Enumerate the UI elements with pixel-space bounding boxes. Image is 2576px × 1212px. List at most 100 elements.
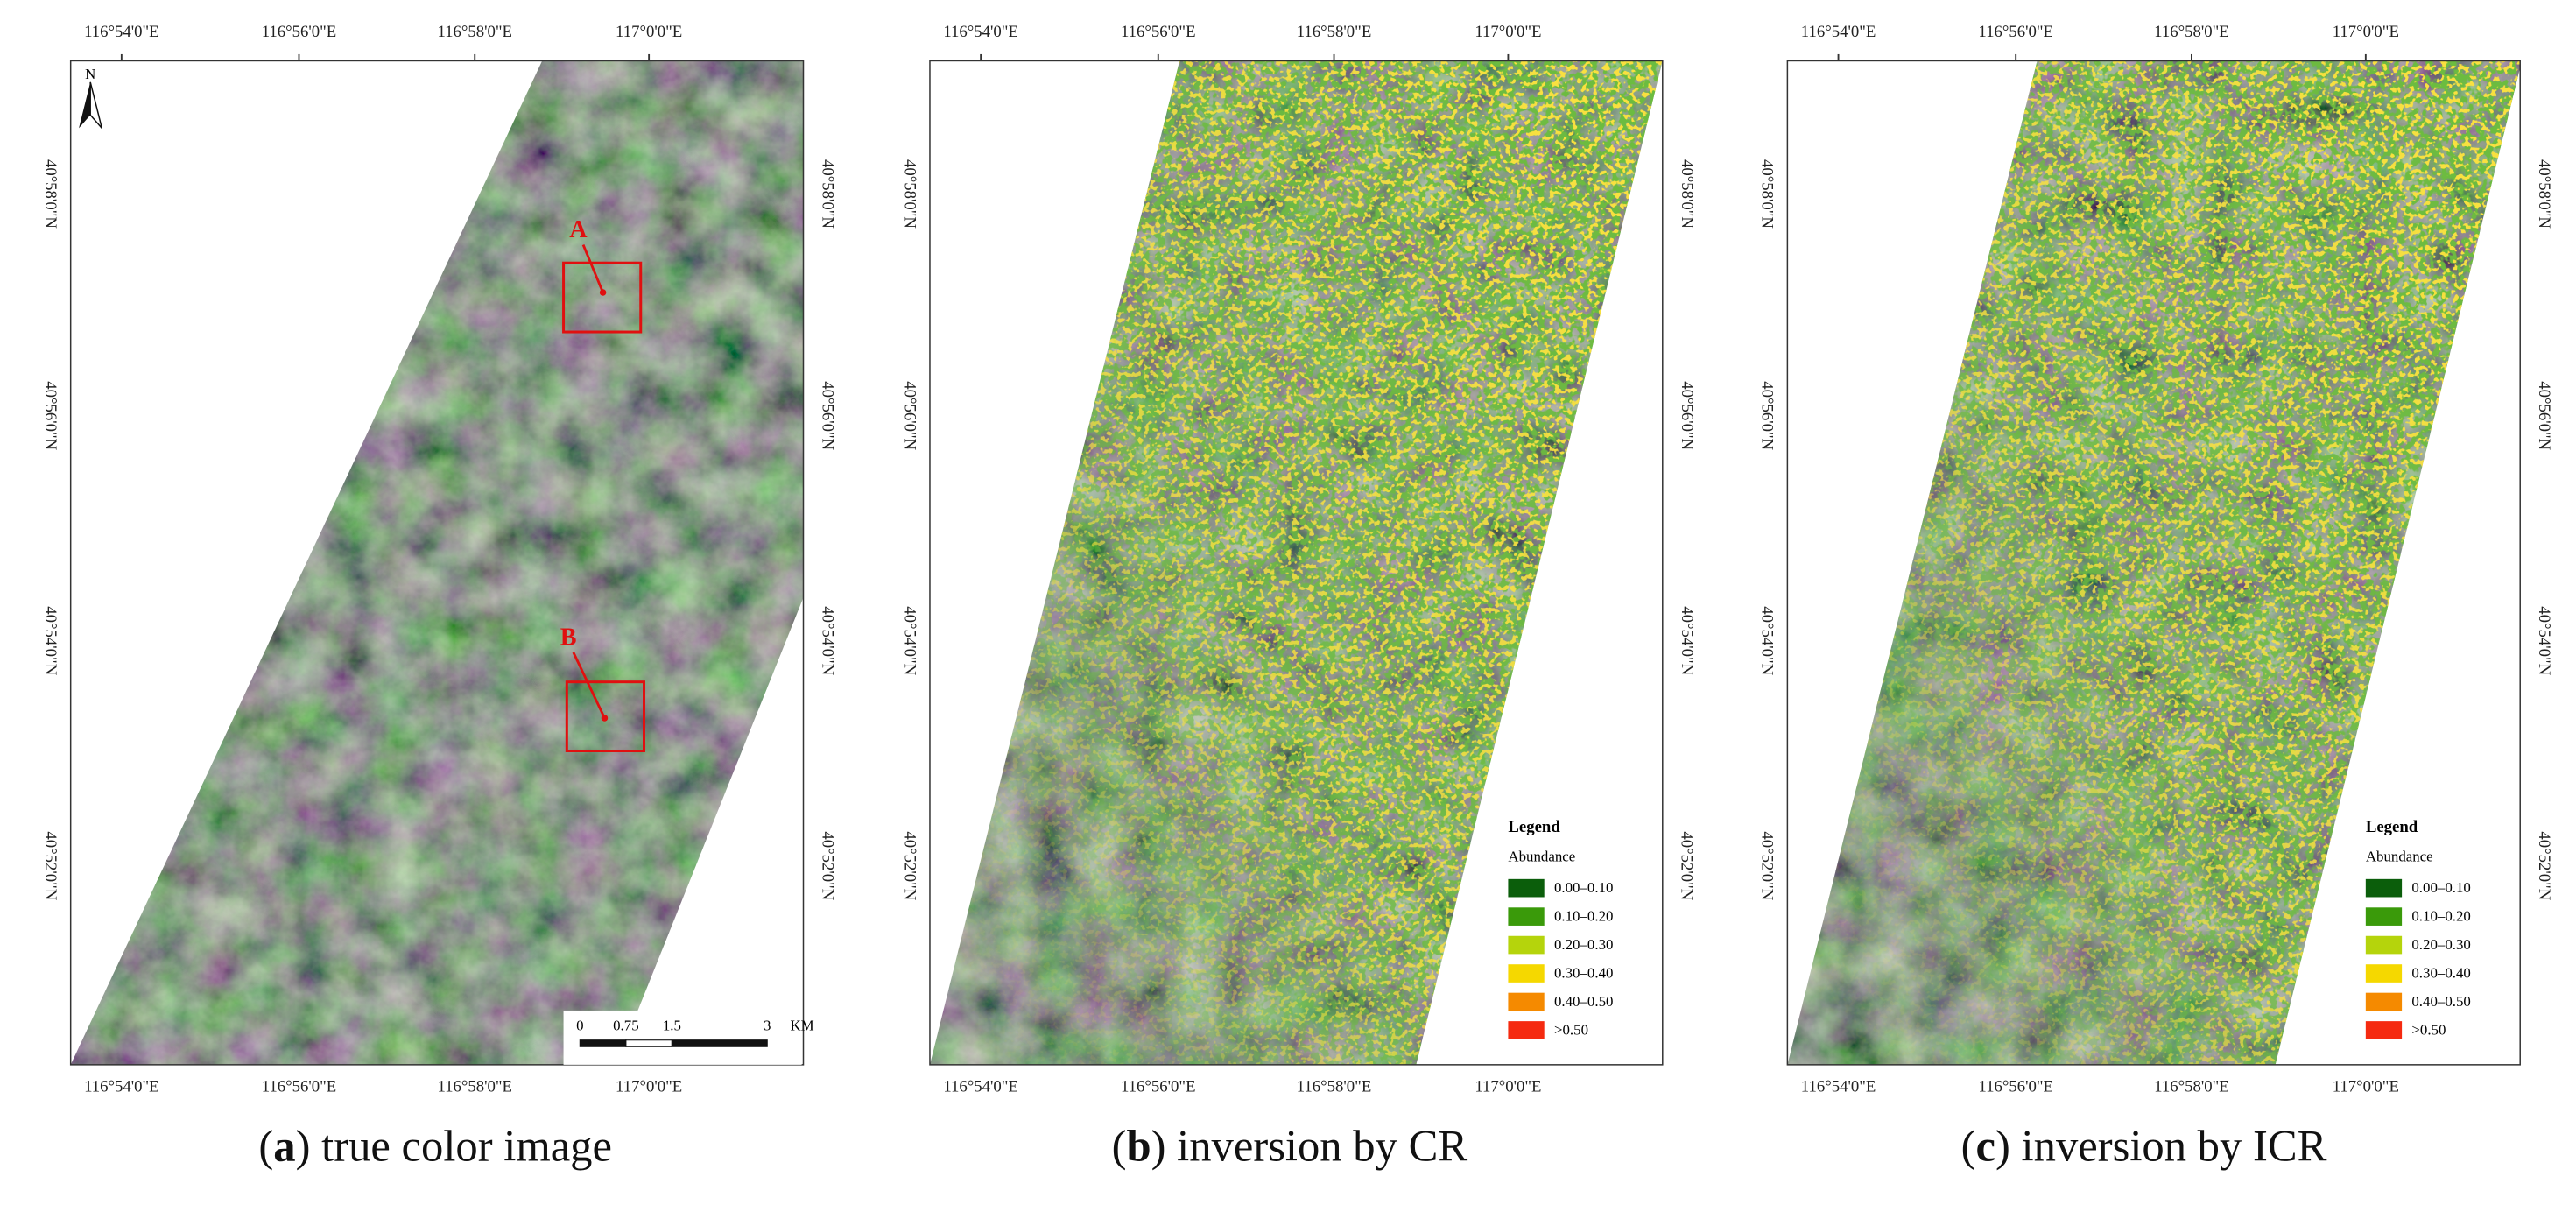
legend-label: >0.50 xyxy=(1554,1021,1588,1038)
map-image xyxy=(929,60,1663,1065)
caption-letter: b xyxy=(1126,1121,1151,1170)
top-tick-label: 116°56'0"E xyxy=(1121,23,1196,41)
region-label: B xyxy=(560,624,577,651)
legend-label: 0.30–0.40 xyxy=(1554,964,1614,981)
legend-swatch xyxy=(2365,907,2403,926)
caption-text: ) inversion by ICR xyxy=(1995,1121,2327,1170)
legend-label: 0.10–0.20 xyxy=(1554,907,1614,924)
region-label: A xyxy=(569,216,588,243)
scalebar-bg xyxy=(563,1010,802,1065)
left-tick-label: 40°56'0"N xyxy=(1758,381,1777,450)
scalebar-label: 0.75 xyxy=(613,1018,639,1034)
bottom-tick-label: 117°0'0"E xyxy=(616,1077,682,1096)
legend-label: 0.10–0.20 xyxy=(2411,907,2471,924)
scalebar-label: 1.5 xyxy=(663,1018,681,1034)
legend-label: 0.00–0.10 xyxy=(2411,879,2471,896)
map-frame xyxy=(1786,60,2521,1066)
left-tick-label: 40°54'0"N xyxy=(900,606,918,675)
north-arrow xyxy=(79,81,91,129)
scalebar-label: KM xyxy=(790,1018,813,1034)
scalebar-segment xyxy=(579,1039,627,1047)
right-tick-label: 40°56'0"N xyxy=(1678,381,1696,450)
north-label: N xyxy=(85,66,95,82)
panel-caption: (c) inversion by ICR xyxy=(1961,1121,2327,1170)
legend-label: 0.30–0.40 xyxy=(2411,964,2471,981)
caption-letter: c xyxy=(1976,1121,1995,1170)
bottom-tick-label: 117°0'0"E xyxy=(1475,1077,1541,1096)
bottom-tick-label: 116°56'0"E xyxy=(262,1077,337,1096)
region-pointer xyxy=(581,244,604,293)
region-point xyxy=(599,289,607,296)
caption-open: ( xyxy=(1112,1121,1127,1170)
legend-swatch xyxy=(1508,907,1545,926)
top-tick-label: 116°58'0"E xyxy=(2154,23,2229,41)
legend-label: 0.00–0.10 xyxy=(1554,879,1614,896)
right-tick-label: 40°54'0"N xyxy=(1678,606,1696,675)
legend-swatch xyxy=(2365,1021,2403,1039)
panel-caption: (a) true color image xyxy=(258,1121,612,1170)
left-tick-label: 40°52'0"N xyxy=(900,831,918,900)
left-tick-label: 40°54'0"N xyxy=(1758,606,1777,675)
map-panel: 116°54'0"E 116°54'0"E 116°56'0"E 116°56'0"E… xyxy=(900,23,1695,1096)
bottom-tick-label: 116°56'0"E xyxy=(1121,1077,1196,1096)
legend-swatch xyxy=(1508,935,1545,955)
scalebar-label: 3 xyxy=(764,1018,771,1034)
terrain xyxy=(70,60,804,1065)
abundance-yellow xyxy=(929,60,1663,1065)
caption-text: ) inversion by CR xyxy=(1151,1121,1468,1170)
legend-subtitle: Abundance xyxy=(1508,848,1575,864)
bottom-tick-label: 116°54'0"E xyxy=(943,1077,1018,1096)
legend-swatch xyxy=(1508,964,1545,983)
top-tick-label: 117°0'0"E xyxy=(1475,23,1541,41)
bottom-tick-label: 116°56'0"E xyxy=(1978,1077,2053,1096)
map-image xyxy=(1787,60,2521,1065)
right-tick-label: 40°54'0"N xyxy=(818,606,836,675)
left-tick-label: 40°58'0"N xyxy=(41,159,60,229)
top-tick-label: 117°0'0"E xyxy=(616,23,682,41)
abundance-yellow xyxy=(1787,60,2521,1065)
caption-text: ) true color image xyxy=(296,1121,612,1170)
top-tick-label: 116°54'0"E xyxy=(1801,23,1876,41)
legend-subtitle: Abundance xyxy=(2366,848,2433,864)
top-tick-label: 116°58'0"E xyxy=(1297,23,1372,41)
bottom-tick-label: 116°54'0"E xyxy=(84,1077,159,1096)
scalebar-segment xyxy=(671,1039,768,1047)
legend-label: 0.40–0.50 xyxy=(2411,993,2471,1010)
scalebar-segment xyxy=(625,1039,672,1047)
map-panel: 116°54'0"E 116°54'0"E 116°56'0"E 116°56'0"E… xyxy=(1758,23,2553,1096)
bottom-tick-label: 116°58'0"E xyxy=(2154,1077,2229,1096)
legend-label: >0.50 xyxy=(2411,1021,2446,1038)
caption-open: ( xyxy=(258,1121,273,1170)
legend-swatch xyxy=(2365,992,2403,1011)
legend-title: Legend xyxy=(1508,818,1560,836)
scalebar-label: 0 xyxy=(576,1018,583,1034)
legend-swatch xyxy=(1508,1021,1545,1039)
north-arrow xyxy=(89,81,103,129)
right-tick-label: 40°54'0"N xyxy=(2535,606,2553,675)
top-tick-label: 116°56'0"E xyxy=(262,23,337,41)
map-image xyxy=(70,60,804,1065)
left-tick-label: 40°56'0"N xyxy=(900,381,918,450)
legend-swatch xyxy=(2365,964,2403,983)
left-tick-label: 40°52'0"N xyxy=(1758,831,1777,900)
legend-label: 0.40–0.50 xyxy=(1554,993,1614,1010)
left-tick-label: 40°58'0"N xyxy=(900,159,918,229)
right-tick-label: 40°52'0"N xyxy=(1678,831,1696,900)
bottom-tick-label: 116°58'0"E xyxy=(1297,1077,1372,1096)
left-tick-label: 40°56'0"N xyxy=(41,381,60,450)
top-tick-label: 116°54'0"E xyxy=(84,23,159,41)
top-tick-label: 116°58'0"E xyxy=(437,23,512,41)
right-tick-label: 40°52'0"N xyxy=(818,831,836,900)
right-tick-label: 40°58'0"N xyxy=(818,159,836,229)
map-frame xyxy=(929,60,1664,1066)
left-tick-label: 40°58'0"N xyxy=(1758,159,1777,229)
legend-swatch xyxy=(2365,935,2403,955)
legend: Legend Abundance 0.00–0.10 0.10–0.20 0.20–0.… xyxy=(2359,813,2510,1060)
top-tick-label: 116°54'0"E xyxy=(943,23,1018,41)
right-tick-label: 40°56'0"N xyxy=(2535,381,2553,450)
legend-swatch xyxy=(1508,992,1545,1011)
map-panel: 116°54'0"E 116°54'0"E 116°56'0"E 116°56'0"E… xyxy=(41,23,836,1096)
top-tick-label: 116°56'0"E xyxy=(1978,23,2053,41)
